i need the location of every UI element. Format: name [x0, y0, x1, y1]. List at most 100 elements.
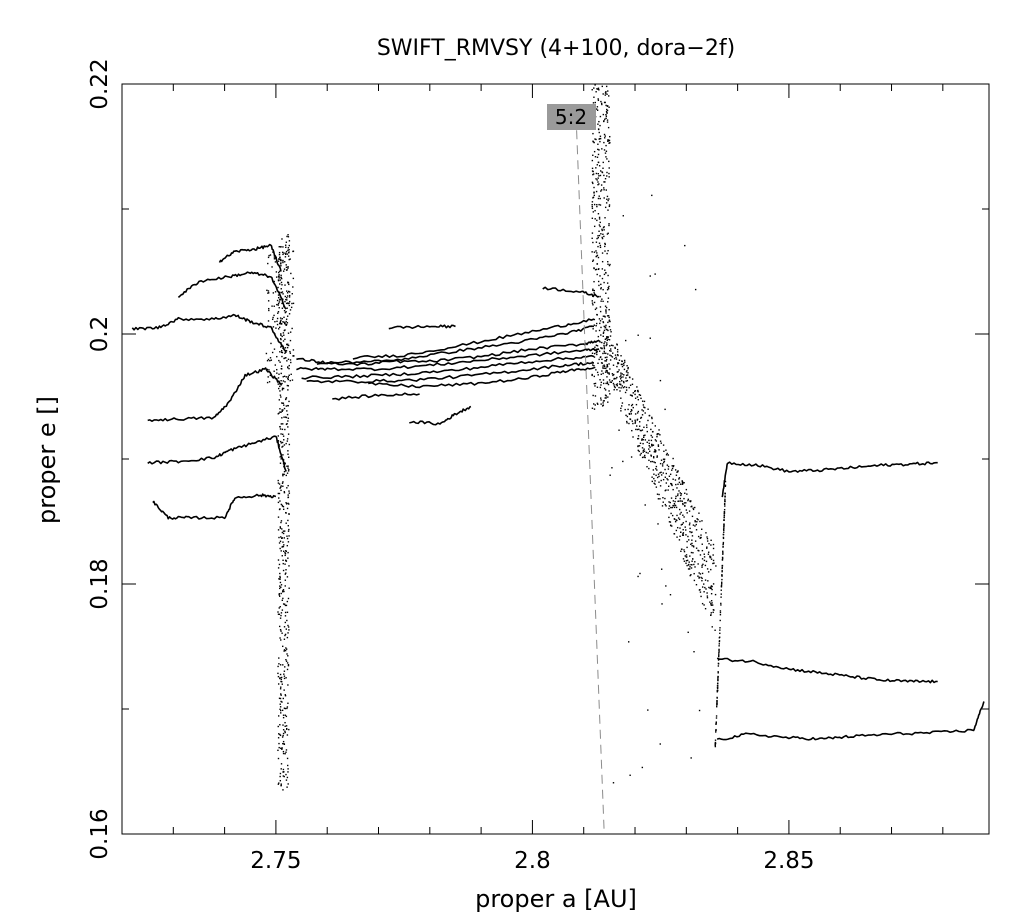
transit-point — [717, 679, 719, 682]
transit-point — [724, 498, 726, 500]
transit-point — [597, 148, 599, 151]
transit-point — [602, 288, 604, 291]
transit-point — [603, 364, 605, 366]
transit-point — [267, 290, 270, 292]
transit-point — [285, 323, 288, 326]
transit-point — [673, 503, 676, 505]
transit-point — [712, 611, 714, 614]
transit-point — [701, 564, 703, 567]
transit-point — [288, 468, 290, 471]
transit-point — [281, 387, 284, 390]
transit-point — [608, 379, 611, 381]
transit-point — [631, 378, 634, 380]
transit-point — [687, 499, 689, 502]
transit-point — [282, 789, 284, 791]
transit-point — [280, 680, 282, 683]
transit-point — [714, 743, 717, 745]
transit-point — [280, 262, 282, 264]
transit-point — [613, 384, 615, 386]
transit-point — [287, 494, 289, 496]
transit-point — [602, 332, 605, 335]
transit-point — [628, 641, 630, 643]
transit-point — [608, 390, 610, 392]
transit-point — [282, 433, 284, 436]
transit-point — [596, 179, 598, 181]
transit-point — [288, 456, 290, 458]
transit-point — [605, 360, 607, 362]
transit-point — [616, 365, 618, 368]
transit-point — [603, 133, 606, 136]
transit-point — [272, 326, 275, 328]
transit-point — [285, 660, 288, 662]
transit-point — [640, 397, 642, 400]
transit-point — [653, 473, 655, 475]
transit-point — [279, 426, 281, 428]
transit-point — [706, 568, 709, 570]
transit-point — [278, 542, 281, 544]
transit-point — [280, 693, 282, 695]
transit-point — [677, 470, 679, 473]
transit-point — [286, 537, 289, 540]
transit-point — [280, 274, 282, 277]
transit-point — [285, 560, 287, 562]
transit-point — [286, 384, 289, 387]
transit-point — [656, 433, 659, 435]
trajectory-line — [716, 701, 985, 741]
transit-point — [602, 367, 604, 369]
transit-point — [281, 599, 283, 601]
transit-point — [631, 429, 633, 432]
transit-point — [621, 402, 624, 404]
transit-point — [667, 465, 670, 468]
transit-point — [591, 159, 594, 162]
transit-point — [676, 471, 678, 473]
transit-point — [607, 286, 609, 289]
transit-point — [287, 764, 289, 767]
transit-point — [289, 359, 292, 361]
transit-point — [600, 190, 602, 192]
transit-point — [280, 520, 283, 522]
transit-point — [278, 593, 281, 595]
transit-point — [720, 589, 722, 591]
transit-point — [717, 682, 719, 684]
transit-point — [636, 386, 638, 388]
transit-point — [603, 387, 606, 390]
transit-point — [623, 364, 625, 366]
transit-point — [278, 258, 281, 260]
transit-point — [285, 376, 287, 378]
transit-point — [609, 320, 611, 323]
transit-point — [287, 467, 289, 469]
transit-point — [616, 351, 619, 353]
transit-point — [604, 206, 607, 209]
transit-point — [648, 444, 650, 447]
transit-point — [660, 442, 662, 444]
transit-point — [591, 364, 594, 366]
transit-point — [283, 375, 286, 377]
transit-point — [721, 559, 724, 561]
transit-point — [712, 559, 715, 562]
transit-point — [604, 152, 607, 154]
transit-point — [717, 663, 720, 665]
transit-point — [617, 370, 619, 373]
transit-point — [283, 321, 285, 323]
transit-point — [593, 324, 596, 326]
transit-point — [722, 543, 724, 546]
transit-point — [280, 365, 283, 367]
transit-point — [685, 488, 688, 491]
transit-point — [285, 502, 287, 504]
x-tick-label: 2.75 — [250, 848, 301, 874]
transit-point — [287, 344, 290, 347]
transit-point — [621, 385, 624, 387]
transit-point — [599, 320, 602, 322]
transit-point — [616, 385, 618, 387]
transit-point — [597, 177, 599, 179]
transit-point — [723, 527, 725, 530]
trajectory-lines — [131, 243, 985, 741]
transit-point — [283, 491, 286, 493]
transit-point — [597, 403, 599, 405]
transit-point — [602, 233, 604, 236]
transit-point — [604, 305, 607, 307]
transit-point — [719, 610, 722, 612]
transit-point — [287, 525, 289, 527]
transit-point — [630, 404, 633, 407]
transit-point — [271, 351, 274, 354]
